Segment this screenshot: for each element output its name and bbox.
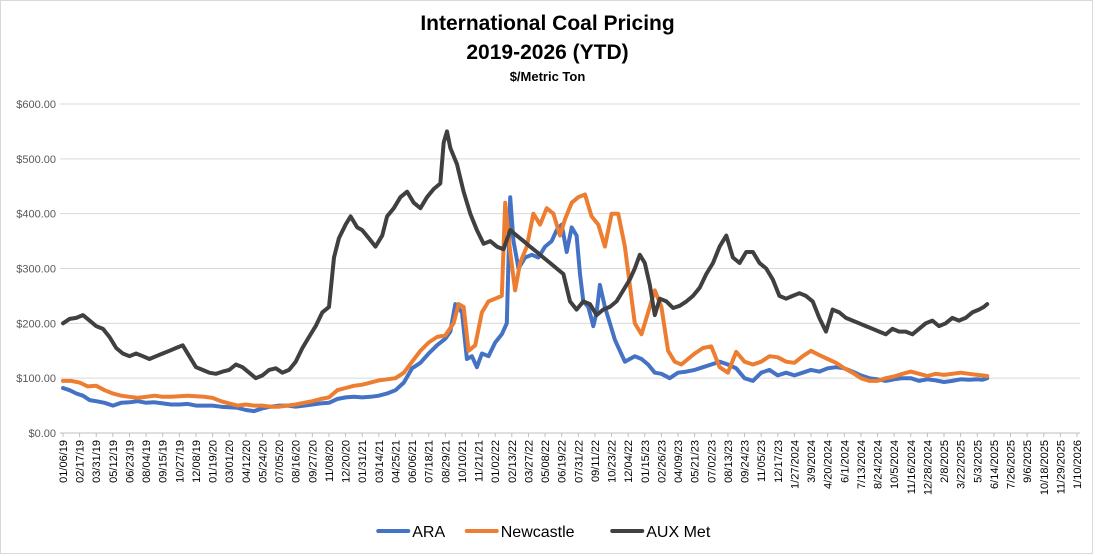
series-line-aux-met	[61, 129, 990, 381]
y-tick-label: $500.00	[16, 154, 56, 166]
x-tick-label: 03/01/20	[224, 440, 236, 483]
x-tick-label: 6/14/2025	[989, 440, 1001, 489]
x-tick-label: 01/19/20	[208, 440, 220, 483]
legend-label: AUX Met	[646, 524, 711, 541]
x-tick-label: 12/20/20	[341, 440, 353, 483]
x-tick-label: 03/14/21	[374, 440, 386, 483]
x-tick-label: 08/13/23	[723, 440, 735, 483]
x-tick-label: 3/9/2024	[806, 440, 818, 483]
x-tick-label: 06/23/19	[124, 440, 136, 483]
x-tick-label: 12/28/2024	[922, 440, 934, 495]
y-tick-label: $200.00	[16, 318, 56, 330]
x-tick-label: 05/21/23	[690, 440, 702, 483]
chart-title: International Coal Pricing	[420, 12, 675, 35]
x-tick-label: 12/04/22	[623, 440, 635, 483]
x-tick-label: 2/8/2025	[939, 440, 951, 483]
x-tick-label: 03/31/19	[91, 440, 103, 483]
y-tick-label: $400.00	[16, 209, 56, 221]
x-tick-label: 11/05/23	[756, 440, 768, 482]
x-tick-label: 07/31/22	[573, 440, 585, 483]
legend: ARA Newcastle AUX Met	[376, 524, 711, 541]
x-tick-label: 04/25/21	[390, 440, 402, 483]
series-line-newcastle	[61, 192, 990, 409]
x-tick-label: 08/04/19	[141, 440, 153, 483]
legend-label: Newcastle	[501, 524, 575, 541]
x-tick-label: 09/11/22	[590, 440, 602, 482]
x-tick-label: 4/20/2024	[823, 440, 835, 489]
x-tick-label: 07/18/21	[424, 440, 436, 483]
x-tick-label: 1/27/2024	[789, 440, 801, 489]
x-tick-label: 12/17/23	[773, 440, 785, 483]
x-tick-label: 01/31/21	[357, 440, 369, 483]
y-axis-ticks: $0.00 $100.00 $200.00 $300.00 $400.00 $500.00…	[16, 99, 56, 440]
x-tick-label: 09/15/19	[158, 440, 170, 483]
chart-subtitle: 2019-2026 (YTD)	[466, 41, 629, 64]
x-tick-label: 01/15/23	[640, 440, 652, 483]
series-lines	[61, 129, 990, 414]
x-tick-label: 8/24/2024	[873, 440, 885, 489]
x-tick-label: 10/10/21	[457, 440, 469, 483]
x-tick-label: 05/08/22	[540, 440, 552, 483]
x-tick-label: 02/26/23	[656, 440, 668, 483]
x-tick-label: 06/19/22	[557, 440, 569, 483]
x-tick-label: 05/12/19	[108, 440, 120, 483]
x-tick-label: 05/24/20	[257, 440, 269, 483]
x-tick-label: 10/5/2024	[889, 440, 901, 489]
x-tick-label: 11/21/21	[474, 440, 486, 482]
x-tick-label: 08/29/21	[440, 440, 452, 483]
x-tick-label: 1/10/2026	[1072, 440, 1084, 489]
x-tick-label: 5/3/2025	[972, 440, 984, 483]
x-tick-label: 10/23/22	[607, 440, 619, 483]
x-tick-label: 03/27/22	[523, 440, 535, 483]
y-tick-label: $300.00	[16, 264, 56, 276]
chart-unit-label: $/Metric Ton	[509, 69, 586, 84]
x-tick-label: 09/27/20	[307, 440, 319, 483]
x-tick-label: 6/1/2024	[839, 440, 851, 483]
x-tick-label: 04/09/23	[673, 440, 685, 483]
x-tick-label: 12/08/19	[191, 440, 203, 483]
gridlines	[60, 103, 1080, 434]
legend-label: ARA	[412, 524, 445, 541]
x-tick-label: 11/29/2025	[1055, 440, 1067, 494]
x-tick-label: 10/18/2025	[1039, 440, 1051, 495]
x-tick-label: 09/24/23	[740, 440, 752, 483]
x-tick-label: 04/12/20	[241, 440, 253, 483]
x-tick-label: 11/16/2024	[906, 440, 918, 494]
x-tick-label: 10/27/19	[174, 440, 186, 483]
x-tick-label: 01/02/22	[490, 440, 502, 483]
x-tick-label: 07/05/20	[274, 440, 286, 483]
x-tick-label: 07/02/23	[706, 440, 718, 483]
x-tick-label: 9/6/2025	[1022, 440, 1034, 483]
y-tick-label: $600.00	[16, 99, 56, 111]
x-tick-label: 11/08/20	[324, 440, 336, 482]
x-tick-label: 3/22/2025	[956, 440, 968, 489]
series-line-ara	[61, 195, 990, 414]
x-axis-ticks: 01/06/19 02/17/19 03/31/19 05/12/19 06/23/19…	[58, 433, 1084, 495]
x-tick-label: 7/13/2024	[856, 440, 868, 489]
x-tick-label: 01/06/19	[58, 440, 70, 483]
y-tick-label: $0.00	[28, 428, 56, 440]
x-tick-label: 02/17/19	[75, 440, 87, 483]
y-tick-label: $100.00	[16, 373, 56, 385]
x-tick-label: 06/06/21	[407, 440, 419, 483]
x-tick-label: 7/26/2025	[1006, 440, 1018, 489]
x-tick-label: 02/13/22	[507, 440, 519, 483]
x-tick-label: 08/16/20	[291, 440, 303, 483]
